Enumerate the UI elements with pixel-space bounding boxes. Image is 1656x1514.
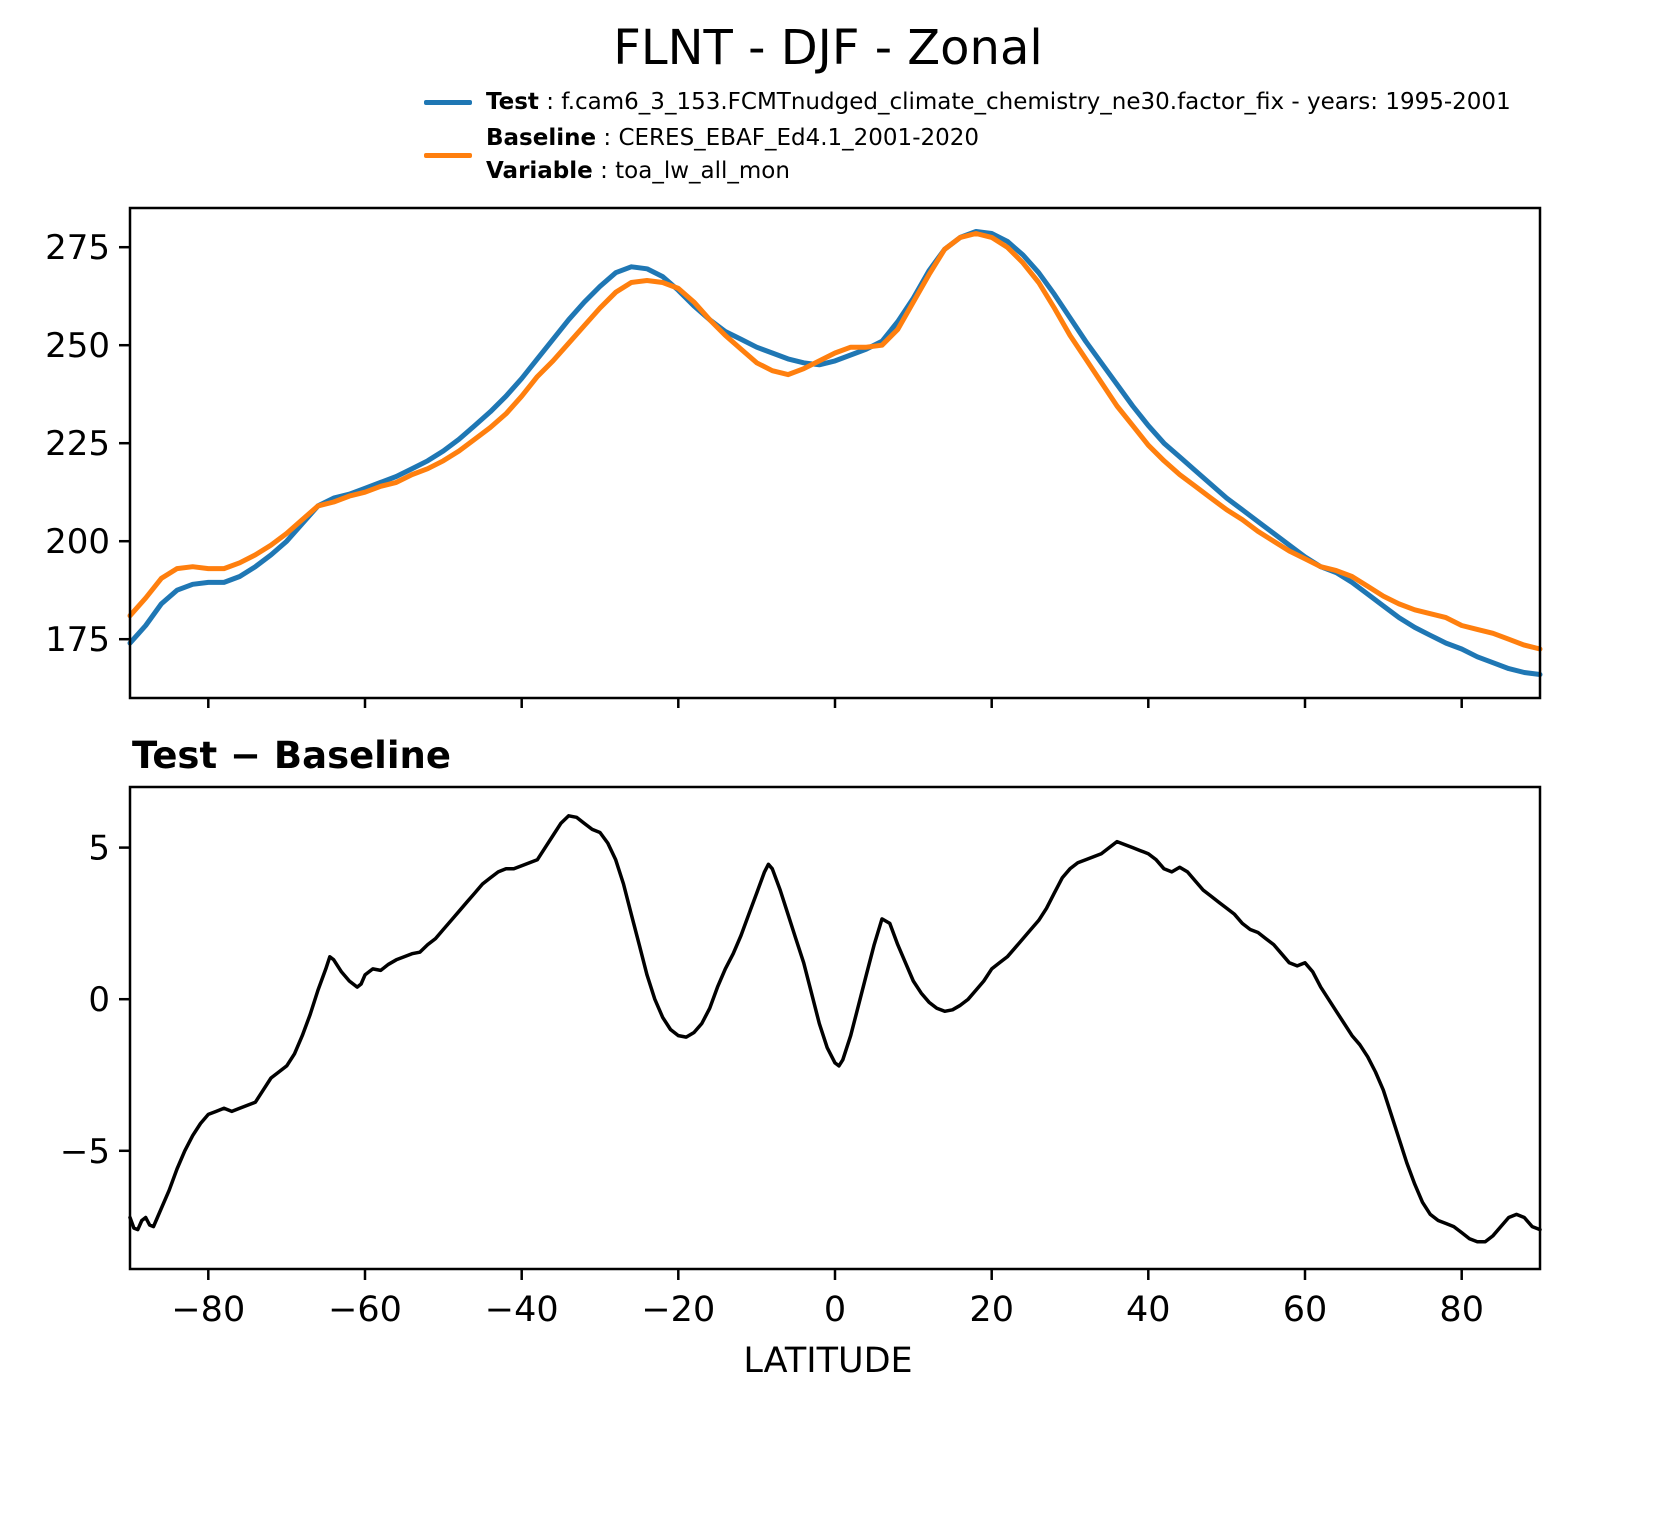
y-tick-label: 0 (88, 980, 110, 1020)
test-minus-baseline-line (128, 814, 1542, 1244)
test-line-swatch-color (424, 100, 472, 105)
legend-variable-separator: : (592, 158, 616, 184)
x-tick-label: −60 (328, 1290, 402, 1330)
y-tick-label: 200 (45, 522, 110, 562)
x-tick-label: 40 (1126, 1290, 1171, 1330)
plot-border (128, 785, 1542, 1271)
plot-border (128, 206, 1542, 700)
legend-test-separator: : (538, 89, 562, 115)
diff-chart: −5 0 5 −80 −60 −40 −20 0 20 40 60 80 (60, 785, 1542, 1330)
x-axis-label: LATITUDE (743, 1341, 913, 1381)
legend-baseline-line: Baseline : CERES_EBAF_Ed4.1_2001-2020 (486, 122, 979, 155)
x-tick-label: 80 (1439, 1290, 1484, 1330)
legend-variable-line: Variable : toa_lw_all_mon (486, 155, 979, 188)
y-tick-label: −5 (60, 1132, 110, 1172)
baseline-line-swatch-color (424, 152, 472, 158)
x-tick-label: −20 (641, 1290, 715, 1330)
y-tick-label: 250 (45, 326, 110, 366)
baseline-line-swatch (424, 152, 472, 158)
legend-item-test: Test : f.cam6_3_153.FCMTnudged_climate_c… (424, 86, 1656, 119)
figure-title: FLNT - DJF - Zonal (613, 20, 1043, 76)
legend-variable-value: toa_lw_all_mon (615, 158, 790, 184)
legend-variable-label: Variable (486, 158, 593, 184)
test-line-swatch (424, 100, 472, 105)
x-tick-label: 0 (824, 1290, 846, 1330)
x-tick-label: −80 (171, 1290, 245, 1330)
test-line (127, 229, 1543, 677)
legend-baseline-label: Baseline (486, 125, 597, 151)
y-tick-label: 275 (45, 228, 110, 268)
legend-test-value: f.cam6_3_153.FCMTnudged_climate_chemistr… (561, 89, 1511, 115)
legend-baseline-separator: : (596, 125, 619, 151)
baseline-line (127, 231, 1543, 652)
y-tick-label: 5 (88, 829, 110, 869)
legend-item-baseline-variable: Baseline : CERES_EBAF_Ed4.1_2001-2020 Va… (424, 122, 1656, 188)
legend-test-line: Test : f.cam6_3_153.FCMTnudged_climate_c… (486, 86, 1511, 119)
y-tick-label: 175 (45, 620, 110, 660)
legend: Test : f.cam6_3_153.FCMTnudged_climate_c… (424, 86, 1656, 188)
y-tick-label: 225 (45, 424, 110, 464)
zonal-mean-chart: 175 200 225 250 275 (45, 206, 1543, 708)
diff-chart-title: Test − Baseline (132, 734, 451, 777)
x-tick-label: 60 (1283, 1290, 1328, 1330)
legend-baseline-value: CERES_EBAF_Ed4.1_2001-2020 (618, 125, 980, 151)
x-tick-label: −40 (485, 1290, 559, 1330)
legend-test-label: Test (486, 89, 539, 115)
zonal-mean-figure: FLNT - DJF - Zonal Test : f.cam6_3_153.F… (0, 18, 1656, 1381)
x-tick-label: 20 (969, 1290, 1014, 1330)
